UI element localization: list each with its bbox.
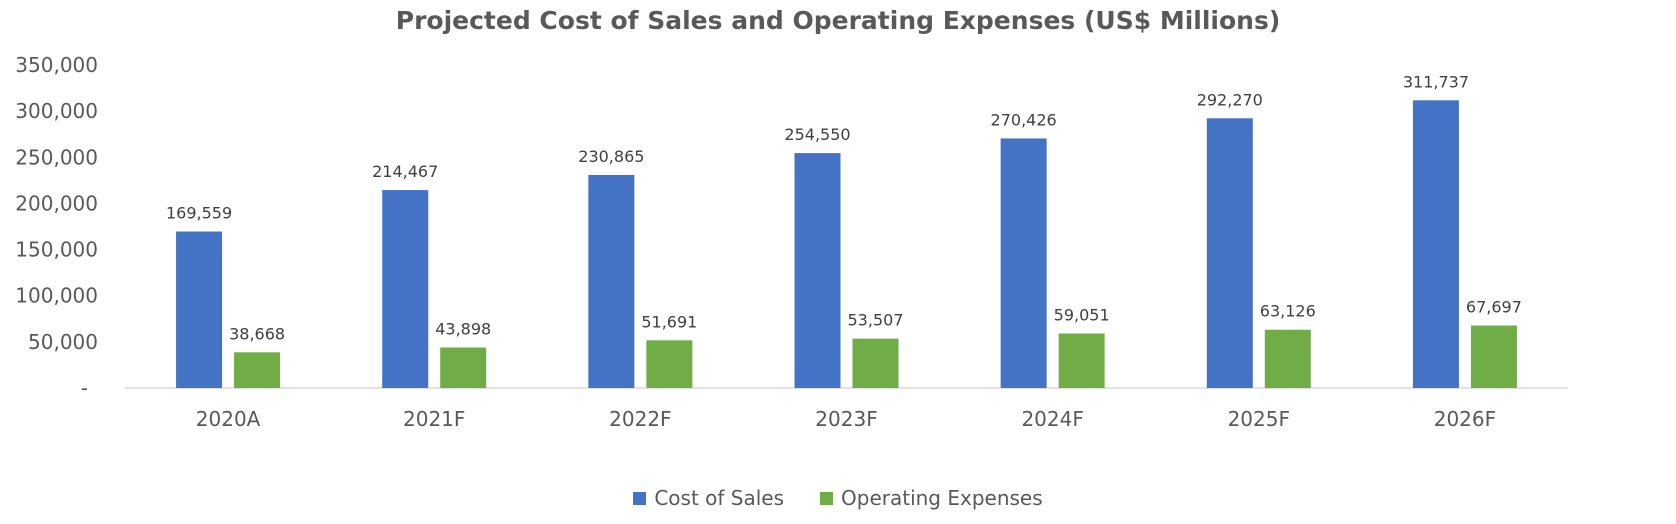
bar-operating-expenses	[852, 338, 899, 388]
legend-label-cost-of-sales: Cost of Sales	[654, 486, 785, 510]
bar-operating-expenses	[234, 352, 281, 388]
y-tick-label: 350,000	[15, 53, 98, 77]
bar-operating-expenses	[1058, 333, 1105, 388]
x-tick-label: 2024F	[1021, 407, 1083, 431]
bar-operating-expenses	[1264, 329, 1311, 388]
data-label: 67,697	[1466, 298, 1522, 317]
data-label: 311,737	[1403, 72, 1469, 91]
data-label: 270,426	[991, 110, 1057, 129]
y-axis-ticks: - 50,000 100,000 150,000 200,000 250,000 300,0…	[15, 53, 98, 400]
data-label: 63,126	[1260, 302, 1316, 321]
bar-cost-of-sales	[1206, 118, 1253, 388]
y-tick-label: 250,000	[15, 145, 98, 169]
data-label: 38,668	[229, 324, 285, 343]
y-tick-label: 300,000	[15, 99, 98, 123]
bar-cost-of-sales	[1000, 138, 1047, 388]
y-tick-label: 200,000	[15, 191, 98, 215]
legend-swatch-cost-of-sales	[633, 491, 647, 505]
bar-cost-of-sales	[588, 174, 635, 388]
bar-cost-of-sales	[382, 190, 429, 388]
x-tick-label: 2021F	[403, 407, 465, 431]
data-label: 43,898	[435, 319, 491, 338]
data-label: 59,051	[1054, 306, 1110, 325]
x-tick-label: 2025F	[1228, 407, 1290, 431]
y-tick-label: 50,000	[28, 330, 98, 354]
x-tick-label: 2026F	[1434, 407, 1496, 431]
x-tick-label: 2022F	[609, 407, 671, 431]
legend: Cost of Sales Operating Expenses	[0, 486, 1676, 510]
chart-title: Projected Cost of Sales and Operating Ex…	[395, 6, 1281, 35]
bars-group: 169,559 38,668 214,467 43,898 230,865 51,691 2…	[166, 72, 1522, 388]
data-label: 230,865	[578, 147, 644, 166]
legend-swatch-operating-expenses	[820, 491, 834, 505]
y-tick-label: 100,000	[15, 284, 98, 308]
bar-cost-of-sales	[1412, 100, 1459, 388]
bar-cost-of-sales	[176, 231, 223, 388]
bar-cost-of-sales	[794, 153, 841, 388]
data-label: 292,270	[1197, 90, 1263, 109]
bar-operating-expenses	[646, 340, 693, 388]
data-label: 53,507	[848, 311, 904, 330]
y-tick-label: 150,000	[15, 238, 98, 262]
data-label: 169,559	[166, 204, 232, 223]
bar-operating-expenses	[440, 347, 487, 388]
x-tick-label: 2020A	[196, 407, 261, 431]
data-label: 254,550	[784, 125, 850, 144]
x-axis-ticks: 2020A 2021F 2022F 2023F 2024F 2025F 2026F	[196, 407, 1496, 431]
x-tick-label: 2023F	[815, 407, 877, 431]
legend-item-operating-expenses: Operating Expenses	[820, 486, 1043, 510]
bar-operating-expenses	[1470, 325, 1517, 388]
legend-item-cost-of-sales: Cost of Sales	[633, 486, 784, 510]
y-tick-label: -	[81, 376, 88, 400]
legend-label-operating-expenses: Operating Expenses	[841, 486, 1043, 510]
data-label: 51,691	[641, 312, 697, 331]
data-label: 214,467	[372, 162, 438, 181]
